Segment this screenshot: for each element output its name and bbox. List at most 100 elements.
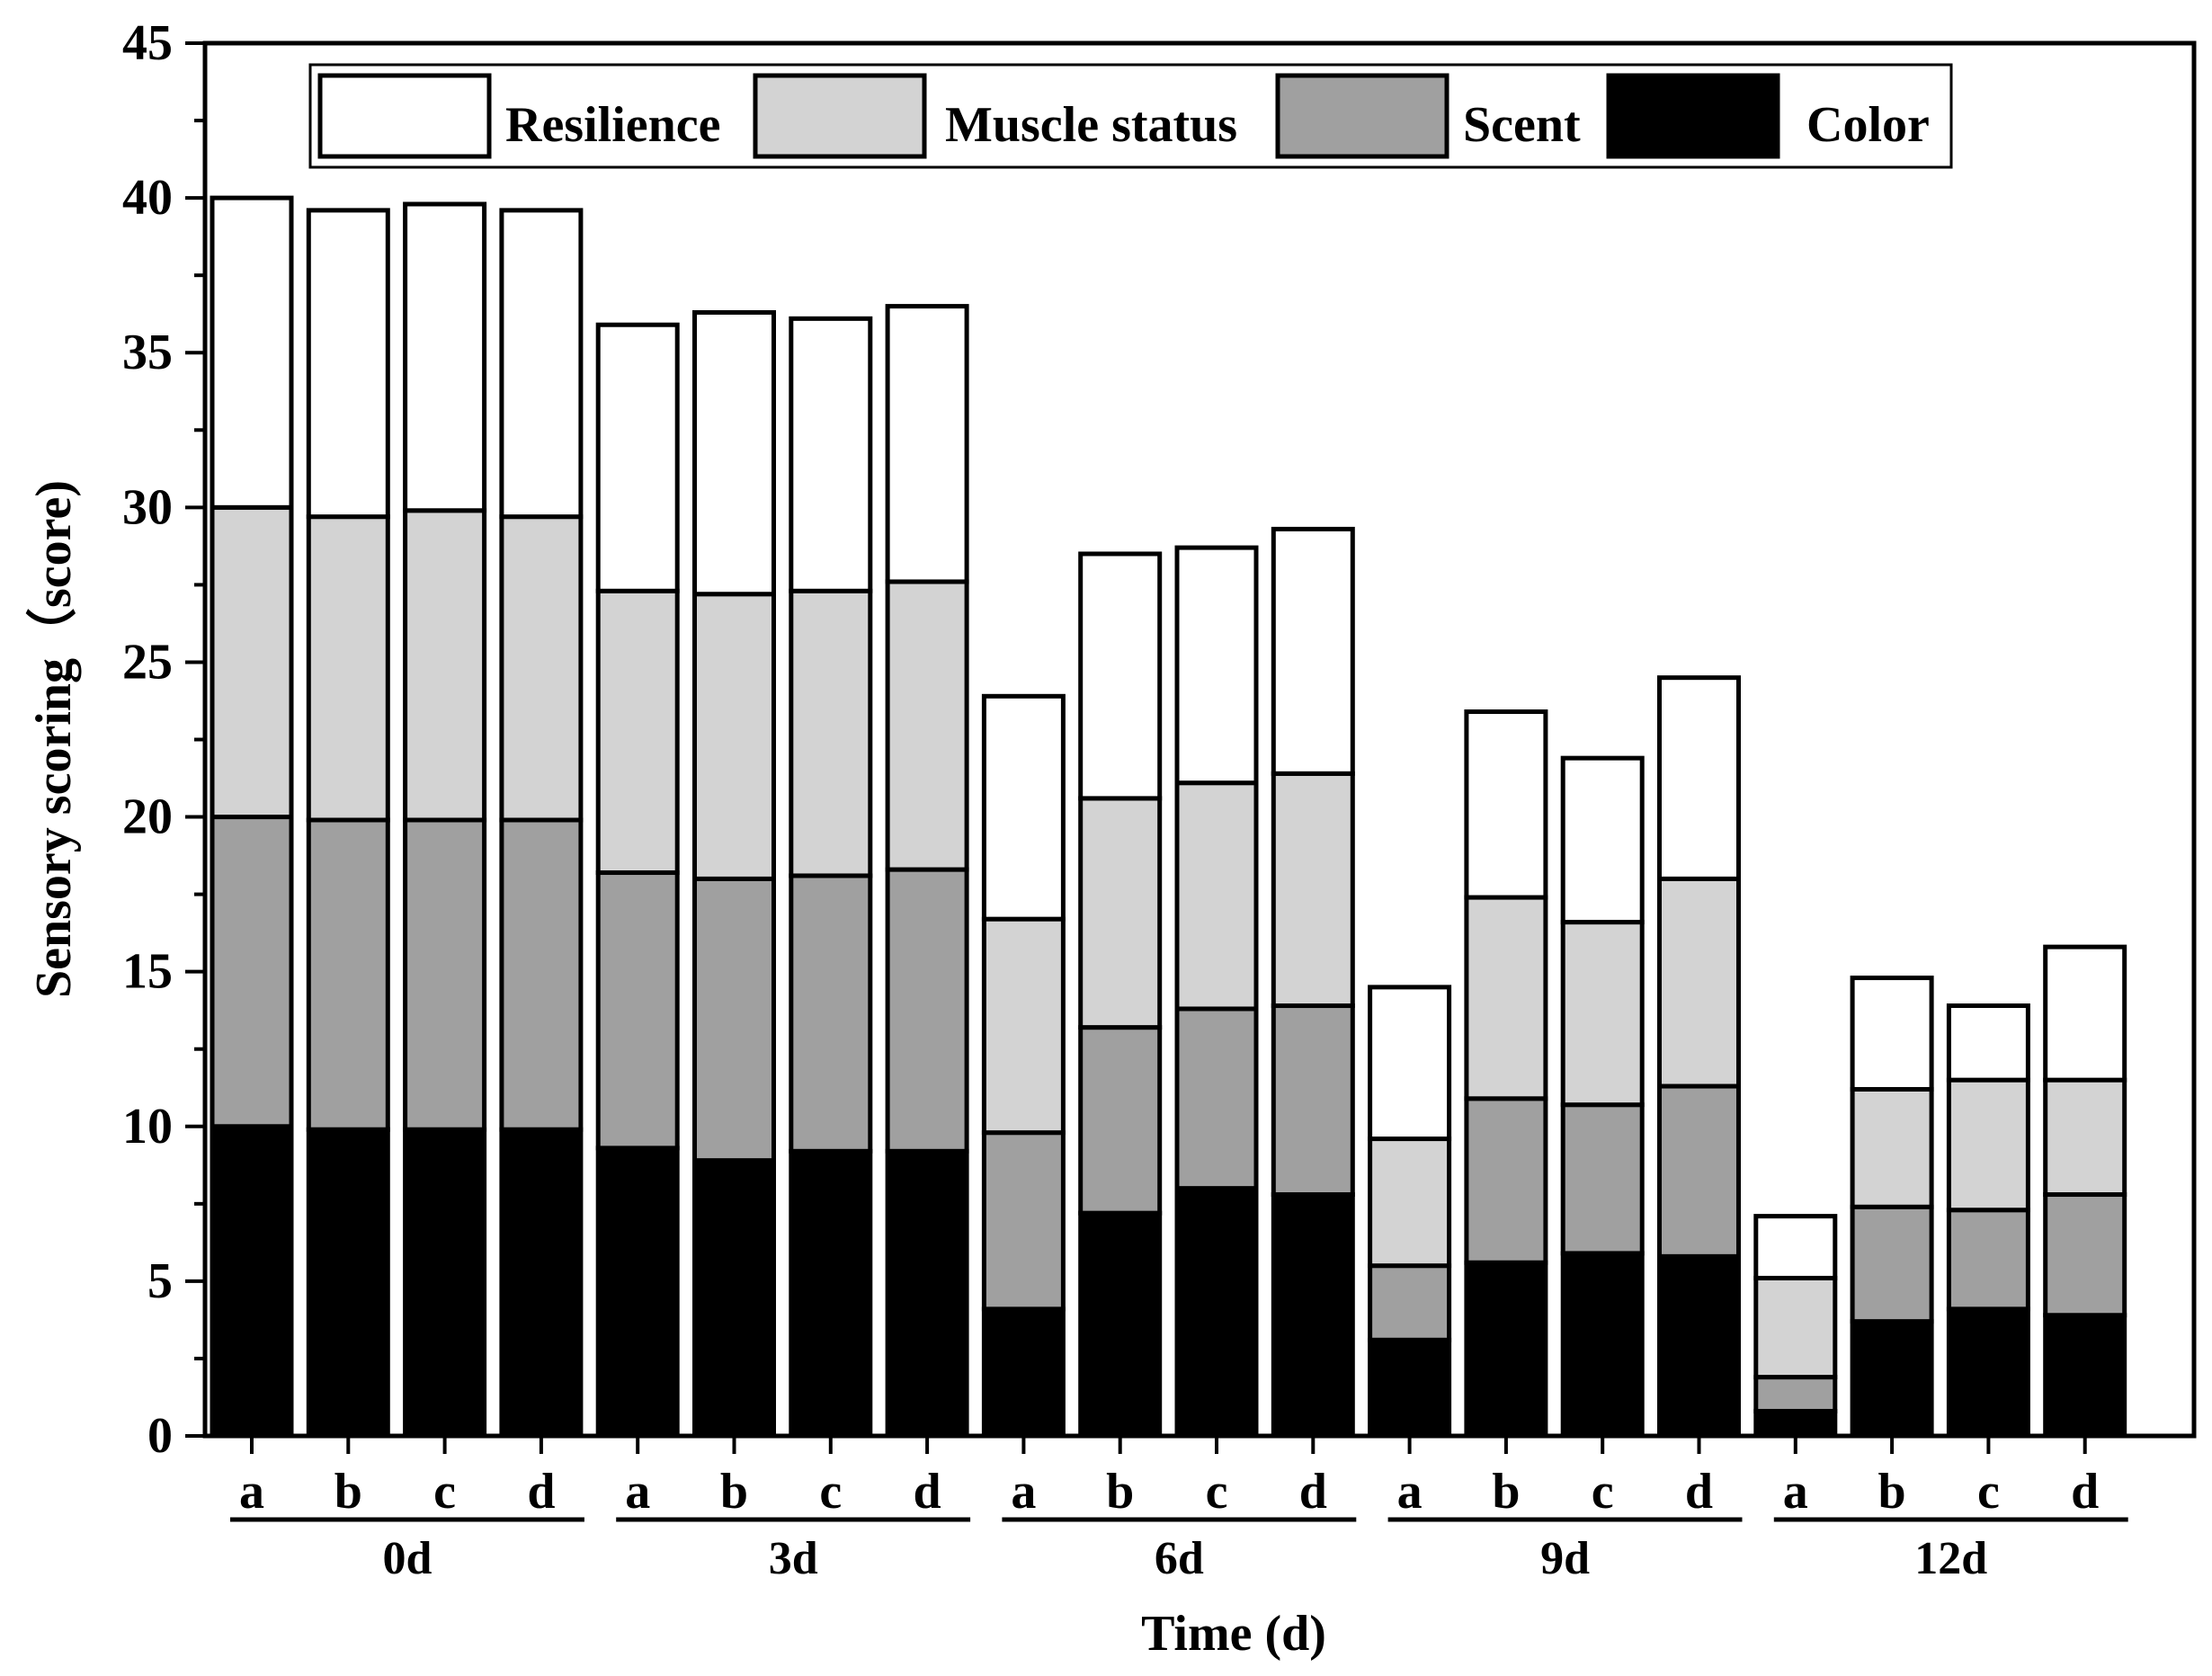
group-label: 0d — [382, 1533, 432, 1584]
bar-muscle-status — [1560, 920, 1645, 1108]
legend: Resilience Muscle status Scent Color — [308, 63, 1953, 169]
bar-color — [1946, 1306, 2030, 1439]
group-label: 6d — [1155, 1533, 1204, 1584]
legend-swatch-color — [1606, 73, 1780, 159]
bar-resilience — [1657, 675, 1741, 881]
x-category-label: b — [1878, 1464, 1906, 1520]
bar-color — [981, 1306, 1066, 1439]
bar-resilience — [692, 309, 776, 597]
bar-color — [1078, 1210, 1163, 1439]
bar-scent — [885, 867, 969, 1154]
bar-scent — [1174, 1006, 1259, 1191]
x-category-label: a — [239, 1464, 264, 1520]
bar-color — [1368, 1337, 1452, 1439]
x-category-label: b — [1106, 1464, 1134, 1520]
y-tick-label: 30 — [122, 479, 173, 535]
x-category-label: d — [914, 1464, 941, 1520]
y-axis-title: Sensory scoring（score) — [25, 480, 82, 998]
bar-resilience — [1464, 709, 1548, 900]
bar-muscle-status — [210, 504, 294, 820]
bar-resilience — [403, 201, 487, 513]
bar-scent — [1368, 1263, 1452, 1342]
x-category-label: c — [1977, 1464, 2000, 1520]
y-tick-label: 15 — [122, 944, 173, 1000]
y-tick-label: 5 — [147, 1253, 173, 1309]
bar-color — [1174, 1186, 1259, 1439]
bar-resilience — [1174, 545, 1259, 786]
legend-label: Color — [1806, 97, 1930, 153]
x-category-label: c — [433, 1464, 456, 1520]
x-category-label: d — [2071, 1464, 2099, 1520]
bar-scent — [210, 815, 294, 1129]
y-tick-label: 25 — [122, 634, 173, 690]
bar-resilience — [499, 208, 584, 520]
bar-color — [306, 1127, 390, 1439]
bar-muscle-status — [2043, 1077, 2127, 1198]
bar-color — [1850, 1319, 1934, 1439]
bar-resilience — [306, 208, 390, 520]
bar-resilience — [1850, 976, 1934, 1092]
bar-resilience — [1946, 1003, 2030, 1083]
bar-color — [692, 1158, 776, 1439]
bar-muscle-status — [306, 514, 390, 823]
bar-muscle-status — [499, 514, 584, 823]
bar-scent — [499, 817, 584, 1132]
bar-resilience — [1368, 985, 1452, 1142]
y-tick-label: 10 — [122, 1099, 173, 1154]
bar-color — [885, 1148, 969, 1439]
x-category-label: a — [1011, 1464, 1036, 1520]
bar-color — [1560, 1251, 1645, 1439]
bar-color — [595, 1146, 680, 1439]
bar-color — [499, 1127, 584, 1439]
bar-muscle-status — [403, 508, 487, 823]
bar-color — [1271, 1192, 1355, 1439]
bar-muscle-status — [1946, 1077, 2030, 1213]
bar-scent — [789, 873, 873, 1154]
bar-color — [1464, 1260, 1548, 1439]
legend-swatch-scent — [1275, 73, 1449, 159]
bar-scent — [403, 817, 487, 1132]
bar-scent — [692, 876, 776, 1163]
bar-color — [789, 1148, 873, 1439]
x-category-label: c — [1592, 1464, 1614, 1520]
x-category-label: b — [334, 1464, 362, 1520]
bar-resilience — [210, 195, 294, 510]
y-tick-label: 45 — [122, 15, 173, 71]
bar-muscle-status — [981, 916, 1066, 1136]
x-category-label: a — [1397, 1464, 1423, 1520]
legend-label: Muscle status — [945, 97, 1237, 153]
bar-scent — [306, 817, 390, 1132]
group-label: 12d — [1914, 1533, 1987, 1584]
bar-resilience — [2043, 944, 2127, 1083]
bar-color — [2043, 1313, 2127, 1439]
bar-scent — [1753, 1375, 1838, 1413]
x-category-label: d — [527, 1464, 555, 1520]
y-tick-label: 35 — [122, 325, 173, 380]
bar-color — [1753, 1408, 1838, 1439]
bar-muscle-status — [1174, 780, 1259, 1012]
bar-resilience — [1271, 526, 1355, 776]
x-category-label: d — [1685, 1464, 1713, 1520]
y-tick-label: 0 — [147, 1408, 173, 1464]
bar-resilience — [1753, 1214, 1838, 1280]
bar-scent — [1560, 1102, 1645, 1256]
y-tick-label: 40 — [122, 170, 173, 226]
bar-muscle-status — [1753, 1275, 1838, 1380]
bar-resilience — [885, 304, 969, 584]
bar-muscle-status — [1657, 876, 1741, 1089]
bar-color — [1657, 1253, 1741, 1439]
axes-layer: 0 5 10 15 20 25 30 35 40 45 a b c d 0d a b c d 3d a b c d 6d a b c d… — [122, 15, 2128, 1584]
x-category-label: b — [1492, 1464, 1520, 1520]
legend-swatch-resilience — [317, 73, 492, 159]
bar-muscle-status — [1850, 1086, 1934, 1209]
bar-scent — [595, 870, 680, 1151]
bar-scent — [981, 1130, 1066, 1312]
x-category-label: b — [720, 1464, 748, 1520]
bar-scent — [1657, 1083, 1741, 1259]
bar-resilience — [595, 322, 680, 593]
bar-resilience — [1560, 755, 1645, 925]
bar-color — [403, 1127, 487, 1439]
x-category-label: c — [819, 1464, 842, 1520]
bar-muscle-status — [885, 579, 969, 872]
bar-muscle-status — [1271, 771, 1355, 1009]
